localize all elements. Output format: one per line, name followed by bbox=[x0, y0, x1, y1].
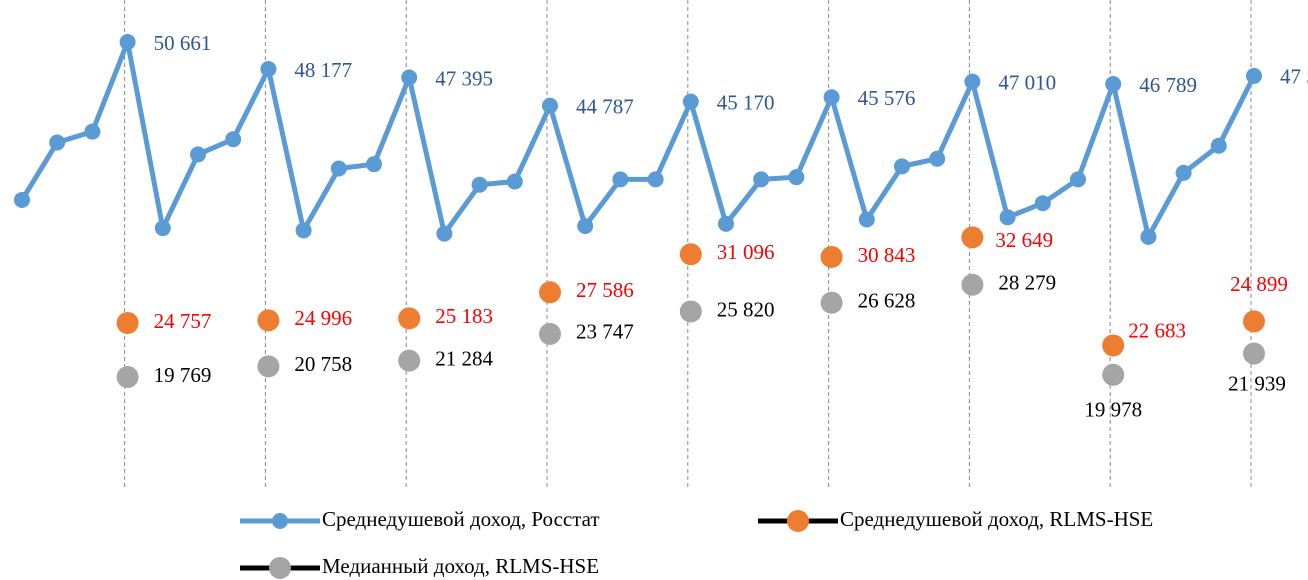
marker bbox=[1140, 228, 1157, 245]
marker bbox=[999, 209, 1016, 226]
legend-marker bbox=[787, 510, 809, 532]
marker bbox=[1210, 137, 1227, 154]
data-label: 24 757 bbox=[154, 309, 212, 333]
data-label: 48 177 bbox=[294, 58, 352, 82]
marker bbox=[116, 366, 139, 389]
data-label: 23 747 bbox=[576, 320, 634, 344]
marker bbox=[398, 307, 421, 330]
legend-label: Среднедушевой доход, RLMS-HSE bbox=[840, 507, 1153, 531]
marker bbox=[539, 322, 561, 345]
marker bbox=[116, 311, 139, 334]
data-label: 28 279 bbox=[998, 271, 1056, 295]
data-label: 47 539 bbox=[1280, 65, 1308, 89]
series-line bbox=[19, 39, 1257, 240]
data-label: 25 820 bbox=[717, 297, 775, 321]
marker bbox=[225, 131, 242, 148]
marker bbox=[1175, 164, 1192, 181]
data-label: 30 843 bbox=[858, 243, 916, 267]
marker bbox=[961, 273, 984, 296]
data-label: 24 899 bbox=[1230, 272, 1288, 296]
data-label: 50 661 bbox=[154, 31, 212, 55]
marker bbox=[753, 171, 770, 188]
marker bbox=[1246, 67, 1262, 84]
marker bbox=[820, 245, 843, 268]
data-label: 19 978 bbox=[1084, 398, 1142, 422]
marker bbox=[366, 156, 382, 173]
marker bbox=[679, 243, 702, 266]
marker bbox=[1070, 171, 1086, 188]
marker bbox=[330, 160, 347, 177]
data-label: 44 787 bbox=[576, 95, 634, 119]
marker bbox=[577, 217, 594, 234]
marker bbox=[1102, 334, 1125, 357]
data-label: 21 939 bbox=[1228, 371, 1286, 395]
data-label: 24 996 bbox=[294, 306, 352, 330]
marker bbox=[260, 60, 277, 77]
data-label: 32 649 bbox=[995, 228, 1053, 252]
data-label: 46 789 bbox=[1139, 73, 1197, 97]
marker bbox=[84, 123, 101, 140]
data-label: 47 395 bbox=[435, 66, 493, 90]
marker bbox=[718, 215, 734, 232]
legend-marker bbox=[272, 513, 288, 529]
marker bbox=[929, 150, 946, 167]
legend-marker bbox=[269, 557, 291, 579]
marker bbox=[823, 89, 840, 106]
marker bbox=[1034, 195, 1051, 212]
marker bbox=[257, 309, 280, 332]
marker bbox=[471, 176, 488, 193]
marker bbox=[436, 225, 453, 242]
marker bbox=[14, 191, 30, 208]
data-label: 19 769 bbox=[154, 363, 212, 387]
legend-label: Медианный доход, RLMS-HSE bbox=[322, 554, 599, 578]
data-label: 45 170 bbox=[717, 90, 775, 114]
data-label: 45 576 bbox=[858, 86, 916, 110]
marker bbox=[539, 281, 561, 304]
marker bbox=[542, 97, 558, 114]
marker bbox=[190, 146, 206, 163]
marker bbox=[154, 220, 171, 237]
marker bbox=[49, 134, 66, 151]
marker bbox=[257, 355, 280, 378]
marker bbox=[961, 226, 984, 249]
marker bbox=[858, 211, 875, 228]
legend-label: Среднедушевой доход, Росстат bbox=[322, 507, 600, 531]
marker bbox=[398, 349, 421, 372]
marker bbox=[1243, 310, 1265, 333]
marker bbox=[682, 93, 699, 110]
marker bbox=[1102, 363, 1125, 386]
data-label: 25 183 bbox=[435, 304, 493, 328]
marker bbox=[612, 171, 629, 188]
marker bbox=[295, 222, 312, 239]
data-label: 27 586 bbox=[576, 278, 634, 302]
marker bbox=[679, 300, 702, 323]
data-label: 47 010 bbox=[998, 70, 1056, 94]
marker bbox=[1243, 342, 1265, 365]
marker bbox=[401, 69, 418, 86]
marker bbox=[788, 169, 805, 186]
marker bbox=[894, 158, 910, 175]
data-label: 21 284 bbox=[435, 346, 493, 370]
data-label: 20 758 bbox=[294, 352, 352, 376]
data-label: 26 628 bbox=[858, 288, 916, 312]
marker bbox=[820, 291, 843, 314]
marker bbox=[119, 34, 136, 51]
marker bbox=[647, 171, 664, 188]
data-label: 31 096 bbox=[717, 240, 775, 264]
marker bbox=[964, 73, 981, 90]
marker bbox=[1105, 76, 1122, 93]
marker bbox=[506, 173, 523, 190]
data-label: 22 683 bbox=[1128, 318, 1186, 342]
